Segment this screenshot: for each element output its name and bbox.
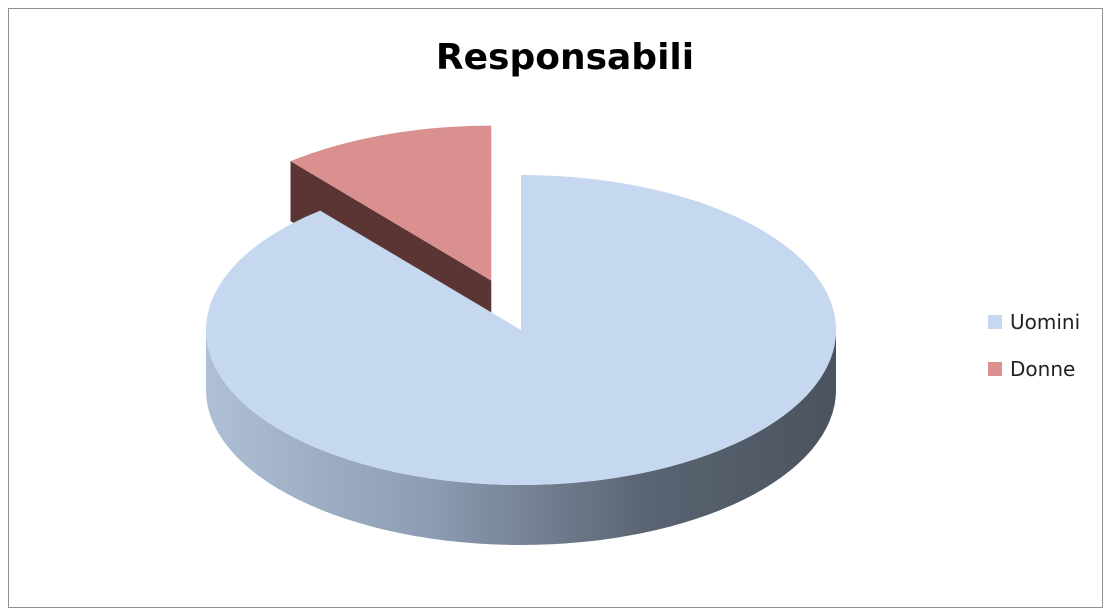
legend-label-donne: Donne	[1010, 356, 1076, 381]
slice-uomini-top	[206, 175, 836, 486]
legend-swatch-uomini	[988, 314, 1002, 329]
legend-item-donne: Donne	[988, 354, 1080, 383]
legend-swatch-donne	[988, 361, 1002, 376]
legend-label-uomini: Uomini	[1010, 309, 1081, 334]
legend: Uomini Donne	[988, 307, 1080, 401]
slice-donne-top	[290, 125, 492, 281]
pie-chart	[206, 125, 836, 545]
slice-uomini-side	[206, 330, 836, 545]
legend-item-uomini: Uomini	[988, 307, 1080, 336]
chart-title: Responsabili	[435, 37, 695, 78]
